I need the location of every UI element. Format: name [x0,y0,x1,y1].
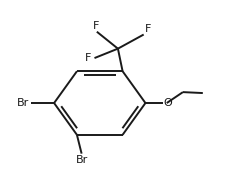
Text: F: F [145,24,151,34]
Text: Br: Br [76,155,88,165]
Text: Br: Br [17,98,29,108]
Text: O: O [163,98,172,108]
Text: F: F [85,53,91,63]
Text: F: F [93,21,100,31]
